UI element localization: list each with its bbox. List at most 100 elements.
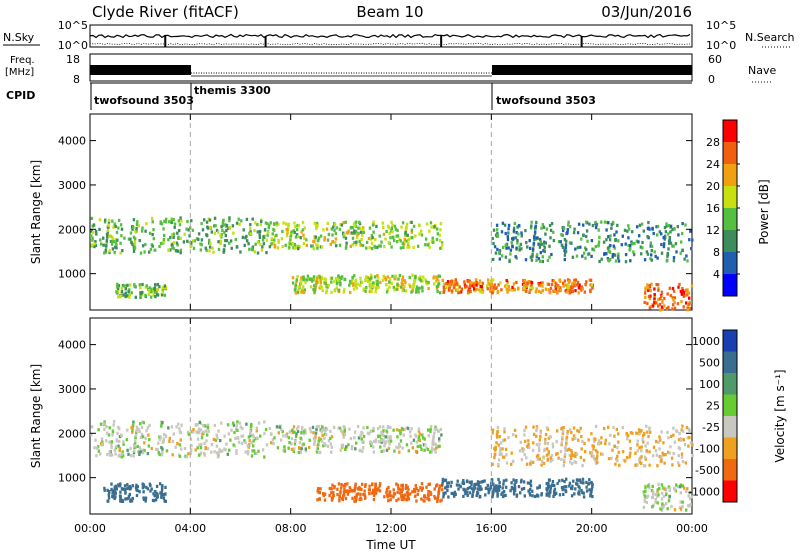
scatter-cell (405, 483, 408, 488)
scatter-cell (679, 251, 682, 255)
scatter-cell (294, 434, 298, 438)
scatter-cell (205, 248, 208, 252)
scatter-cell (206, 225, 209, 229)
scatter-cell (406, 245, 409, 249)
scatter-cell (294, 439, 297, 443)
scatter-cell (120, 487, 124, 491)
scatter-cell (162, 496, 166, 500)
scatter-cell (165, 449, 169, 453)
scatter-cell (246, 444, 249, 448)
scatter-cell (466, 493, 469, 498)
scatter-cell (110, 443, 113, 447)
scatter-cell (603, 252, 606, 256)
scatter-cell (342, 231, 345, 235)
scatter-cell (561, 488, 564, 492)
scatter-cell (643, 499, 646, 503)
scatter-cell (251, 217, 254, 221)
scatter-cell (93, 446, 96, 450)
scatter-cell (579, 426, 582, 430)
scatter-cell (353, 489, 356, 493)
scatter-cell (419, 444, 422, 448)
scatter-cell (543, 249, 546, 253)
scatter-cell (137, 224, 140, 228)
scatter-cell (609, 234, 612, 238)
scatter-cell (264, 427, 268, 432)
scatter-cell (334, 231, 338, 236)
scatter-cell (421, 433, 424, 437)
scatter-cell (158, 285, 161, 289)
scatter-cell (427, 498, 431, 502)
scatter-cell (549, 291, 552, 295)
scatter-cell (110, 453, 114, 457)
scatter-cell (543, 240, 546, 244)
scatter-cell (585, 247, 588, 252)
scatter-cell (649, 244, 652, 248)
scatter-cell (655, 301, 658, 305)
scatter-cell (417, 488, 420, 493)
scatter-cell (94, 243, 97, 248)
scatter-cell (215, 451, 219, 455)
scatter-cell (523, 494, 526, 498)
scatter-cell (148, 437, 151, 442)
scatter-cell (339, 489, 342, 494)
scatter-cell (167, 238, 170, 242)
scatter-cell (235, 451, 238, 455)
scatter-cell (133, 246, 137, 250)
scatter-cell (410, 290, 413, 294)
scatter-cell (235, 221, 239, 225)
scatter-cell (297, 425, 300, 429)
scatter-cell (427, 286, 430, 291)
scatter-cell (186, 430, 190, 434)
scatter-cell (394, 277, 397, 281)
scatter-cell (525, 289, 528, 293)
scatter-cell (169, 248, 172, 252)
scatter-cell (417, 244, 420, 248)
scatter-cell (566, 431, 569, 436)
scatter-cell (345, 489, 349, 493)
scatter-cell (412, 438, 416, 442)
scatter-cell (636, 449, 639, 453)
scatter-cell (99, 422, 103, 426)
scatter-cell (265, 251, 268, 255)
scatter-cell (314, 235, 317, 239)
scatter-cell (527, 280, 531, 284)
scatter-cell (340, 483, 343, 487)
scatter-cell (594, 449, 598, 453)
scatter-cell (97, 449, 101, 453)
scatter-cell (398, 487, 401, 491)
scatter-cell (425, 282, 429, 286)
scatter-cell (660, 305, 664, 309)
scatter-cell (526, 444, 529, 448)
scatter-cell (690, 247, 693, 251)
scatter-cell (221, 449, 224, 453)
scatter-cell (531, 494, 534, 498)
scatter-cell (322, 228, 325, 232)
scatter-cell (566, 284, 570, 288)
scatter-cell (658, 486, 661, 491)
scatter-cell (563, 458, 566, 462)
scatter-cell (130, 426, 133, 430)
scatter-cell (261, 238, 265, 242)
scatter-cell (126, 497, 129, 501)
scatter-cell (415, 440, 419, 444)
scatter-cell (284, 222, 288, 226)
scatter-cell (523, 286, 526, 290)
scatter-cell (640, 461, 643, 465)
scatter-cell (325, 427, 329, 431)
scatter-cell (315, 277, 319, 281)
scatter-cell (305, 243, 308, 247)
scatter-cell (290, 428, 294, 433)
scatter-cell (688, 296, 691, 300)
scatter-cell (471, 493, 474, 497)
scatter-cell (510, 241, 513, 245)
scatter-cell (627, 243, 630, 248)
scatter-cell (127, 290, 130, 294)
scatter-cell (159, 436, 162, 440)
scatter-cell (367, 279, 370, 283)
scatter-cell (650, 258, 653, 262)
scatter-cell (387, 425, 390, 429)
scatter-cell (224, 448, 227, 452)
scatter-cell (425, 485, 428, 489)
scatter-cell (509, 252, 512, 256)
